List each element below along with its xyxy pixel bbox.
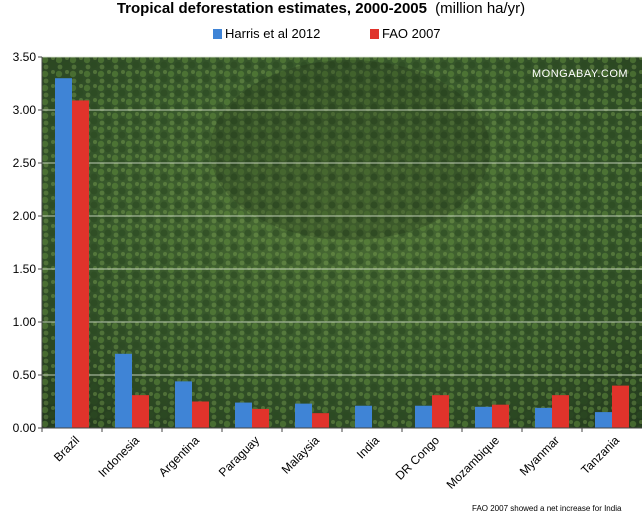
y-tick-label: 2.50 [13, 156, 37, 170]
x-tick-label: Mozambique [444, 433, 503, 492]
bar-fao-indonesia [132, 395, 149, 428]
gridlines [42, 56, 642, 376]
bar-harris-brazil [55, 78, 72, 428]
bar-harris-paraguay [235, 402, 252, 428]
y-tick-label: 3.00 [13, 103, 37, 117]
bar-fao-myanmar [552, 395, 569, 428]
chart-title-unit: (million ha/yr) [435, 0, 525, 17]
legend: Harris et al 2012 FAO 2007 [213, 26, 441, 41]
chart-title: Tropical deforestation estimates, 2000-2… [117, 0, 525, 17]
bar-fao-dr-congo [432, 395, 449, 428]
x-tick-label: Myanmar [517, 433, 562, 478]
y-tick-label: 3.50 [13, 50, 37, 64]
x-tick-label: Malaysia [279, 433, 323, 477]
y-tick-label: 0.00 [13, 421, 37, 435]
bar-harris-myanmar [535, 407, 552, 428]
x-tick-label: DR Congo [393, 433, 443, 483]
bar-harris-dr-congo [415, 405, 432, 428]
bar-fao-mozambique [492, 404, 509, 428]
legend-swatch-harris [213, 29, 222, 39]
bar-fao-brazil [72, 100, 89, 429]
y-tick-label: 1.50 [13, 262, 37, 276]
x-tick-label: Indonesia [95, 433, 142, 480]
bar-harris-tanzania [595, 412, 612, 428]
x-tick-label: Brazil [51, 433, 82, 464]
watermark: MONGABAY.COM [532, 68, 628, 80]
bar-fao-malaysia [312, 413, 329, 428]
bar-harris-indonesia [115, 353, 132, 428]
footnote: FAO 2007 showed a net increase for India [472, 504, 622, 512]
bars [55, 78, 629, 429]
forest-background [42, 57, 642, 428]
y-axis-ticks: 0.00 0.50 1.00 1.50 2.00 2.50 3.00 3.50 [13, 50, 42, 435]
bar-harris-malaysia [295, 403, 312, 428]
chart-title-main: Tropical deforestation estimates, 2000-2… [117, 0, 427, 17]
legend-label-harris: Harris et al 2012 [225, 26, 320, 41]
bar-harris-mozambique [475, 406, 492, 428]
bar-fao-argentina [192, 401, 209, 428]
y-tick-label: 2.00 [13, 209, 37, 223]
bar-harris-argentina [175, 381, 192, 428]
x-axis-ticks: Brazil Indonesia Argentina Paraguay Malaysia… [41, 428, 622, 492]
y-tick-label: 0.50 [13, 368, 37, 382]
bar-fao-tanzania [612, 385, 629, 428]
bar-fao-paraguay [252, 408, 269, 428]
y-tick-label: 1.00 [13, 315, 37, 329]
x-tick-label: Tanzania [578, 433, 622, 477]
x-tick-label: India [354, 433, 383, 462]
bar-harris-india [355, 405, 372, 428]
x-tick-label: Paraguay [216, 433, 262, 479]
legend-swatch-fao [370, 29, 379, 39]
legend-label-fao: FAO 2007 [382, 26, 441, 41]
x-tick-label: Argentina [156, 433, 202, 479]
